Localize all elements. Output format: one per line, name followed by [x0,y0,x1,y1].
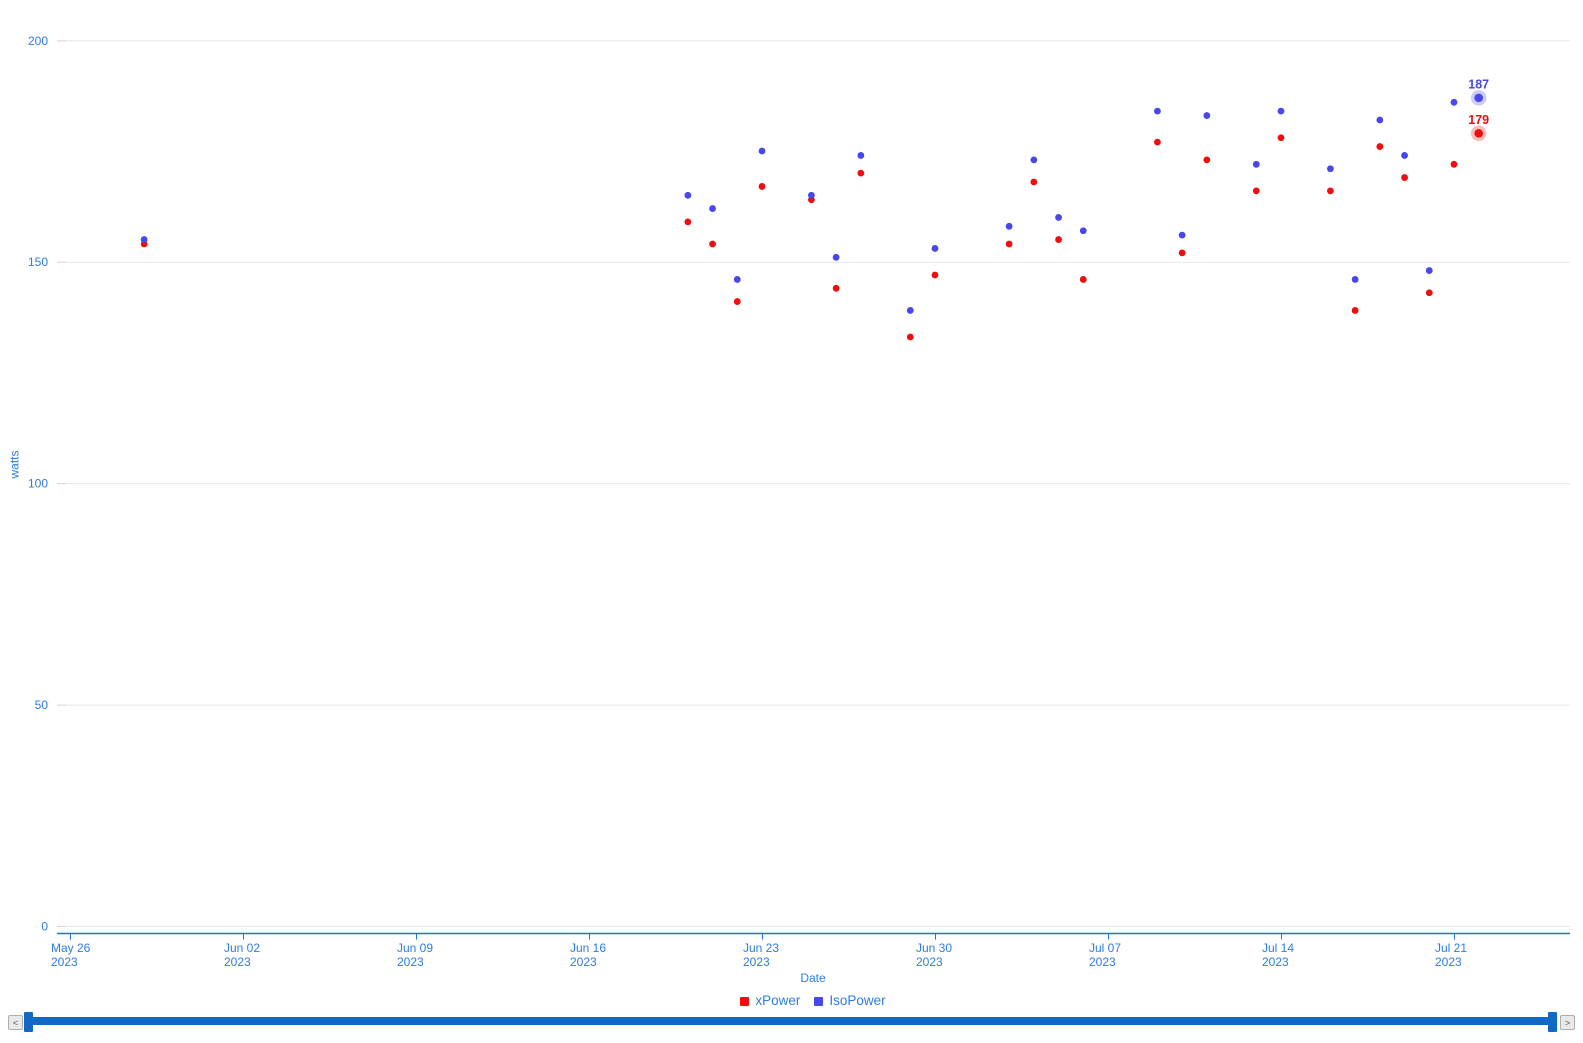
data-point-isopower[interactable] [808,191,815,199]
data-point-xpower[interactable] [1327,187,1334,195]
data-point-xpower[interactable] [684,218,692,226]
data-point-isopower[interactable] [1277,107,1285,115]
data-point-xpower[interactable] [1030,178,1038,186]
isopower-legend-label: IsoPower [829,993,886,1008]
x-tick-label: Jun 23 2023 [743,941,779,969]
data-point-isopower[interactable] [906,307,914,314]
x-tick-label: Jun 09 2023 [397,941,433,969]
data-point-xpower[interactable] [1178,249,1186,257]
x-tick-label: Jul 07 2023 [1089,941,1121,969]
data-label-xpower: 179 [1468,113,1489,127]
x-tick-label: May 26 2023 [51,941,91,969]
x-tick-label: Jun 02 2023 [224,941,260,969]
data-point-isopower[interactable] [684,191,692,199]
data-point-isopower[interactable] [1203,112,1211,119]
legend-item-isopower[interactable]: IsoPower [814,993,886,1008]
data-label-isopower: 187 [1468,77,1489,91]
data-point-xpower[interactable] [1203,156,1211,164]
data-point-isopower[interactable] [1178,231,1186,239]
data-point-xpower[interactable] [832,284,840,292]
isopower-legend-swatch-icon [814,996,824,1006]
y-tick-label-150: 150 [28,255,48,269]
data-point-isopower[interactable] [1005,222,1013,230]
x-tick-label: Jun 16 2023 [570,941,606,969]
scrollbar-left-arrow-icon[interactable]: < [8,1015,23,1030]
data-point-isopower[interactable] [1154,107,1161,115]
data-point-isopower[interactable] [758,147,766,155]
data-point-xpower[interactable] [1005,240,1013,248]
data-point-xpower[interactable] [1401,174,1408,181]
data-point-isopower[interactable] [1079,227,1087,235]
data-point-isopower[interactable] [1376,116,1384,124]
data-point-xpower[interactable] [931,271,939,279]
data-point-xpower[interactable] [1154,138,1161,146]
xpower-legend-swatch-icon [740,996,750,1006]
x-tick-label: Jul 14 2023 [1262,941,1294,969]
data-point-xpower[interactable] [1474,128,1483,138]
data-point-isopower[interactable] [931,245,939,252]
x-axis-title: Date [800,971,826,985]
data-point-isopower[interactable] [1030,156,1038,164]
data-point-xpower[interactable] [1450,160,1458,168]
data-point-xpower[interactable] [857,169,865,177]
data-point-xpower[interactable] [758,183,766,190]
xpower-legend-label: xPower [755,993,801,1008]
data-point-xpower[interactable] [1055,236,1062,243]
data-point-isopower[interactable] [1474,93,1483,103]
y-tick-label-0: 0 [41,920,48,934]
data-point-xpower[interactable] [1376,143,1384,150]
data-point-xpower[interactable] [733,298,741,305]
scrollbar-right-arrow-icon[interactable]: > [1560,1015,1575,1030]
data-point-isopower[interactable] [1351,276,1359,283]
data-point-isopower[interactable] [1401,152,1408,159]
legend: xPower IsoPower [513,993,1113,1009]
legend-item-xpower[interactable]: xPower [740,994,800,1008]
scrollbar-right-handle[interactable] [1548,1012,1557,1032]
scrollbar-left-handle[interactable] [24,1012,33,1032]
x-tick-label: Jun 30 2023 [916,941,952,969]
data-point-xpower[interactable] [906,333,914,341]
data-point-isopower[interactable] [832,253,840,261]
data-point-isopower[interactable] [1450,98,1458,106]
y-tick-label-50: 50 [35,698,49,712]
y-tick-label-200: 200 [28,34,48,48]
y-axis-title: watts [7,450,22,479]
data-point-xpower[interactable] [1277,134,1285,142]
data-point-isopower[interactable] [1055,214,1062,221]
data-point-isopower[interactable] [1252,160,1260,168]
data-point-isopower[interactable] [733,276,741,283]
scrollbar-thumb[interactable] [33,1017,1548,1025]
data-point-xpower[interactable] [1351,307,1359,314]
data-point-xpower[interactable] [1425,289,1433,297]
data-point-xpower[interactable] [1252,187,1260,195]
data-point-isopower[interactable] [709,205,716,212]
data-point-isopower[interactable] [857,152,865,159]
data-point-xpower[interactable] [1079,276,1087,283]
y-tick-label-100: 100 [28,477,48,491]
data-point-isopower[interactable] [1327,165,1334,173]
x-tick-label: Jul 21 2023 [1435,941,1467,969]
data-point-xpower[interactable] [709,240,716,248]
data-point-isopower[interactable] [1425,267,1433,274]
data-point-isopower[interactable] [140,236,148,243]
